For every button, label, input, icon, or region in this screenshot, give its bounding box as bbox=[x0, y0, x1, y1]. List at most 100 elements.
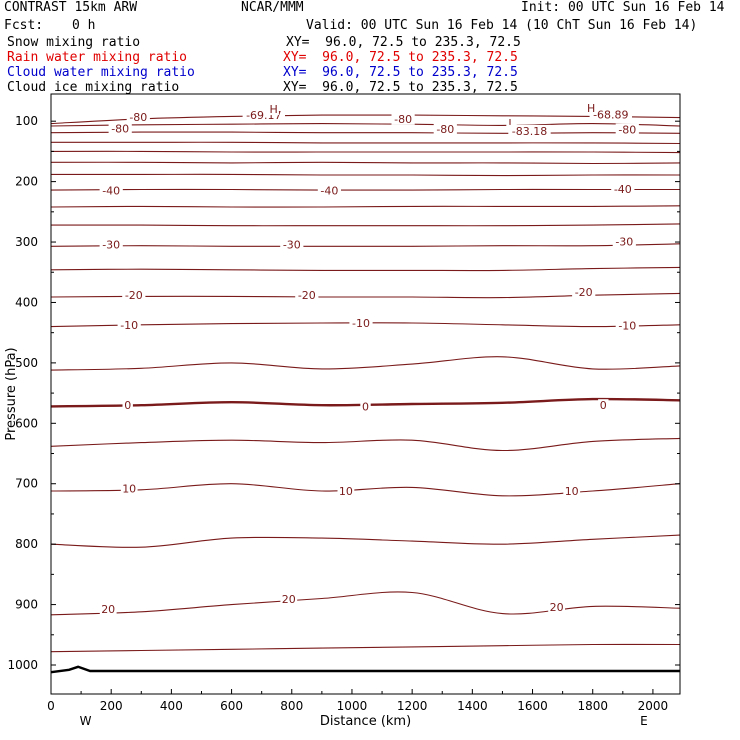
contour-label-background bbox=[280, 238, 304, 251]
contour-label: -10 bbox=[618, 319, 636, 332]
valid-time: Valid: 00 UTC Sun 16 Feb 14 (10 ChT Sun … bbox=[306, 18, 698, 33]
contour-label: -80 bbox=[436, 123, 454, 136]
contour-label: H bbox=[587, 102, 595, 115]
contour-label-background bbox=[99, 184, 123, 197]
contour-label: 10 bbox=[122, 483, 136, 496]
east-label: E bbox=[640, 714, 648, 728]
x-tick-label: 2000 bbox=[638, 699, 669, 713]
west-label: W bbox=[80, 714, 92, 728]
contour-label: -30 bbox=[615, 235, 633, 248]
contour-label-background bbox=[117, 318, 141, 331]
terrain-line bbox=[50, 665, 680, 674]
contour-label: -40 bbox=[614, 183, 632, 196]
contour-label-background bbox=[612, 235, 636, 248]
field-name-cloud-water: Cloud water mixing ratio bbox=[7, 65, 195, 80]
contour-label: 0 bbox=[600, 399, 607, 412]
plot-frame bbox=[50, 93, 681, 695]
contour-line bbox=[50, 266, 681, 272]
contour-label-background bbox=[589, 108, 632, 121]
contour-label: 0 bbox=[362, 400, 369, 413]
contour-label-background bbox=[295, 289, 319, 302]
contour-line bbox=[50, 188, 680, 191]
contour-label: -20 bbox=[125, 289, 143, 302]
y-tick-label: 900 bbox=[15, 598, 38, 612]
contour-label: 10 bbox=[565, 485, 579, 498]
contour-line bbox=[50, 243, 681, 247]
y-axis-title: Pressure (hPa) bbox=[4, 347, 19, 440]
contour-label-background bbox=[615, 123, 639, 136]
contour-label-background bbox=[122, 399, 133, 412]
contour-line bbox=[50, 643, 681, 653]
y-tick-label: 200 bbox=[15, 175, 38, 189]
contour-label: -10 bbox=[352, 317, 370, 330]
x-tick-label: 400 bbox=[160, 699, 183, 713]
contour-labels: -80 -69.17 -80 -68.89H H-80 -80 L-83.18 -80-40-… bbox=[99, 101, 639, 616]
y-tick-label: 1000 bbox=[7, 658, 38, 672]
contour-label: -20 bbox=[298, 289, 316, 302]
contour-label-background bbox=[280, 593, 298, 606]
contour-label-background bbox=[572, 286, 596, 299]
contour-label: -30 bbox=[283, 239, 301, 252]
contour-label: L bbox=[508, 117, 515, 130]
x-axis-title: Distance (km) bbox=[320, 714, 411, 729]
contour-label-background bbox=[337, 485, 355, 497]
y-tick-label: 800 bbox=[15, 537, 38, 551]
contour-line bbox=[50, 591, 681, 616]
contour-line bbox=[50, 150, 681, 154]
contour-label-background bbox=[506, 117, 517, 129]
x-tick-label: 200 bbox=[100, 699, 123, 713]
contour-label-background bbox=[598, 399, 609, 412]
contour-label: H bbox=[270, 103, 278, 116]
contour-label-background bbox=[349, 317, 373, 329]
contour-label: -40 bbox=[320, 185, 338, 198]
y-tick-label: 100 bbox=[15, 114, 38, 128]
contour-line bbox=[50, 173, 681, 177]
field-name-cloud-ice: Cloud ice mixing ratio bbox=[7, 80, 180, 95]
contour-label-background bbox=[126, 111, 150, 123]
contour-label-background bbox=[563, 485, 581, 497]
contour-label-background bbox=[433, 123, 457, 135]
x-tick-label: 1800 bbox=[577, 699, 608, 713]
contour-label-background bbox=[99, 602, 117, 615]
contour-label-background bbox=[122, 289, 146, 302]
contour-label-background bbox=[391, 112, 415, 125]
contour-line bbox=[50, 534, 681, 548]
contour-label-background bbox=[317, 184, 341, 197]
contour-line bbox=[50, 141, 681, 145]
contour-label-background bbox=[615, 319, 639, 332]
contour-label-background bbox=[108, 122, 132, 135]
contour-line bbox=[50, 483, 681, 497]
y-tick-label: 500 bbox=[15, 356, 38, 370]
model-title: CONTRAST 15km ARW bbox=[4, 0, 138, 15]
contour-lines bbox=[50, 114, 681, 653]
contour-line bbox=[50, 114, 681, 125]
contour-label-background bbox=[268, 103, 279, 116]
contour-label-background bbox=[120, 482, 138, 495]
contour-label-background bbox=[99, 238, 123, 251]
field-xy-cloud-ice: XY= 96.0, 72.5 to 235.3, 72.5 bbox=[283, 80, 518, 95]
contour-label: 20 bbox=[550, 601, 564, 614]
contour-label-background bbox=[548, 601, 565, 613]
field-xy-cloud-water: XY= 96.0, 72.5 to 235.3, 72.5 bbox=[283, 65, 518, 80]
x-tick-label: 600 bbox=[220, 699, 243, 713]
contour-label-background bbox=[360, 400, 371, 413]
contour-label: -40 bbox=[102, 185, 120, 198]
contour-label: 10 bbox=[339, 485, 353, 498]
contour-label: -80 bbox=[129, 111, 147, 124]
y-tick-label: 400 bbox=[15, 295, 38, 309]
contour-label: -83.18 bbox=[512, 125, 547, 138]
field-name-snow: Snow mixing ratio bbox=[7, 35, 141, 50]
contour-line bbox=[50, 131, 681, 134]
contour-label: -80 bbox=[111, 122, 129, 135]
contour-label: 20 bbox=[101, 603, 115, 616]
contour-label: -68.89 bbox=[593, 109, 628, 122]
contour-label: 20 bbox=[282, 593, 296, 606]
x-tick-label: 800 bbox=[280, 699, 303, 713]
x-tick-label: 1000 bbox=[337, 699, 368, 713]
contour-line bbox=[50, 161, 681, 165]
contour-label: 0 bbox=[124, 399, 131, 412]
center-name: NCAR/MMM bbox=[241, 0, 304, 15]
contour-line bbox=[50, 123, 681, 127]
